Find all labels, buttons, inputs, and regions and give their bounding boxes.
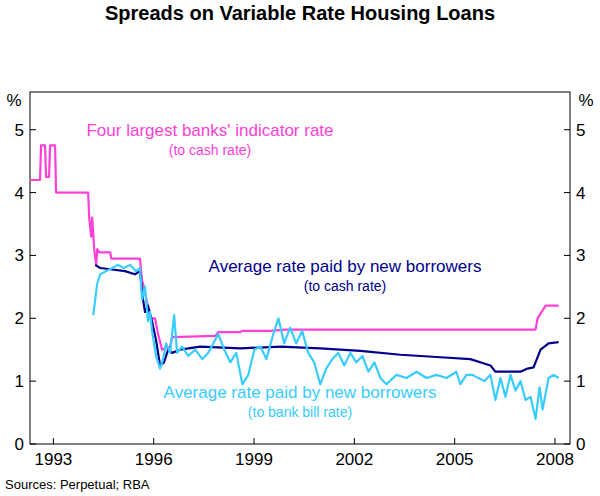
x-tick-label: 2005: [436, 450, 474, 469]
y-tick-label: 3: [15, 246, 24, 265]
y2-tick-label: 4: [576, 184, 585, 203]
series-label: Average rate paid by new borrowers (to ba…: [164, 383, 437, 420]
source: Sources: Perpetual; RBA: [5, 477, 150, 492]
series-label: Four largest banks' indicator rate (to ca…: [86, 121, 333, 158]
y2-tick: [564, 129, 570, 130]
y-tick: [30, 444, 36, 445]
title: Spreads on Variable Rate Housing Loans: [105, 2, 495, 24]
x-tick: [254, 438, 255, 444]
chart: Spreads on Variable Rate Housing Loans%%…: [0, 0, 600, 496]
y2-tick: [564, 381, 570, 382]
y-tick: [30, 192, 36, 193]
series-label-line: Average rate paid by new borrowers: [209, 257, 482, 276]
y2-tick-label: 5: [576, 121, 585, 140]
y-tick-label: 1: [15, 372, 24, 391]
x-tick-label: 1993: [34, 450, 72, 469]
y-tick: [30, 129, 36, 130]
y-tick: [30, 318, 36, 319]
series-label-line: (to cash rate): [169, 142, 251, 158]
series-label: Average rate paid by new borrowers (to ca…: [209, 257, 482, 294]
x-tick-label: 1996: [135, 450, 173, 469]
y-axis-unit: %: [6, 91, 21, 110]
y-tick-label: 5: [15, 121, 24, 140]
series-label-line: Average rate paid by new borrowers: [164, 383, 437, 402]
x-tick: [454, 438, 455, 444]
y-tick: [30, 381, 36, 382]
series-line: [30, 145, 559, 349]
series-label-line: (to cash rate): [304, 278, 386, 294]
x-tick: [53, 438, 54, 444]
series-label-line: Four largest banks' indicator rate: [86, 121, 333, 140]
x-tick-label: 2002: [335, 450, 373, 469]
y-tick-label: 4: [15, 184, 24, 203]
series-line: [93, 265, 558, 419]
x-tick: [554, 438, 555, 444]
y2-tick-label: 2: [576, 309, 585, 328]
y2-tick: [564, 318, 570, 319]
y-tick: [30, 255, 36, 256]
x-tick: [354, 438, 355, 444]
y2-axis-unit: %: [578, 91, 593, 110]
series-label-line: (to bank bill rate): [248, 404, 352, 420]
x-tick: [153, 438, 154, 444]
y2-tick: [564, 444, 570, 445]
series-group: [30, 145, 559, 418]
y-tick-label: 0: [15, 435, 24, 454]
y2-tick-label: 0: [576, 435, 585, 454]
x-tick-label: 1999: [235, 450, 273, 469]
plot-frame: [30, 92, 570, 444]
y-tick-label: 2: [15, 309, 24, 328]
y2-tick: [564, 192, 570, 193]
y2-tick-label: 3: [576, 246, 585, 265]
x-tick-label: 2008: [536, 450, 574, 469]
y2-tick-label: 1: [576, 372, 585, 391]
y2-tick: [564, 255, 570, 256]
